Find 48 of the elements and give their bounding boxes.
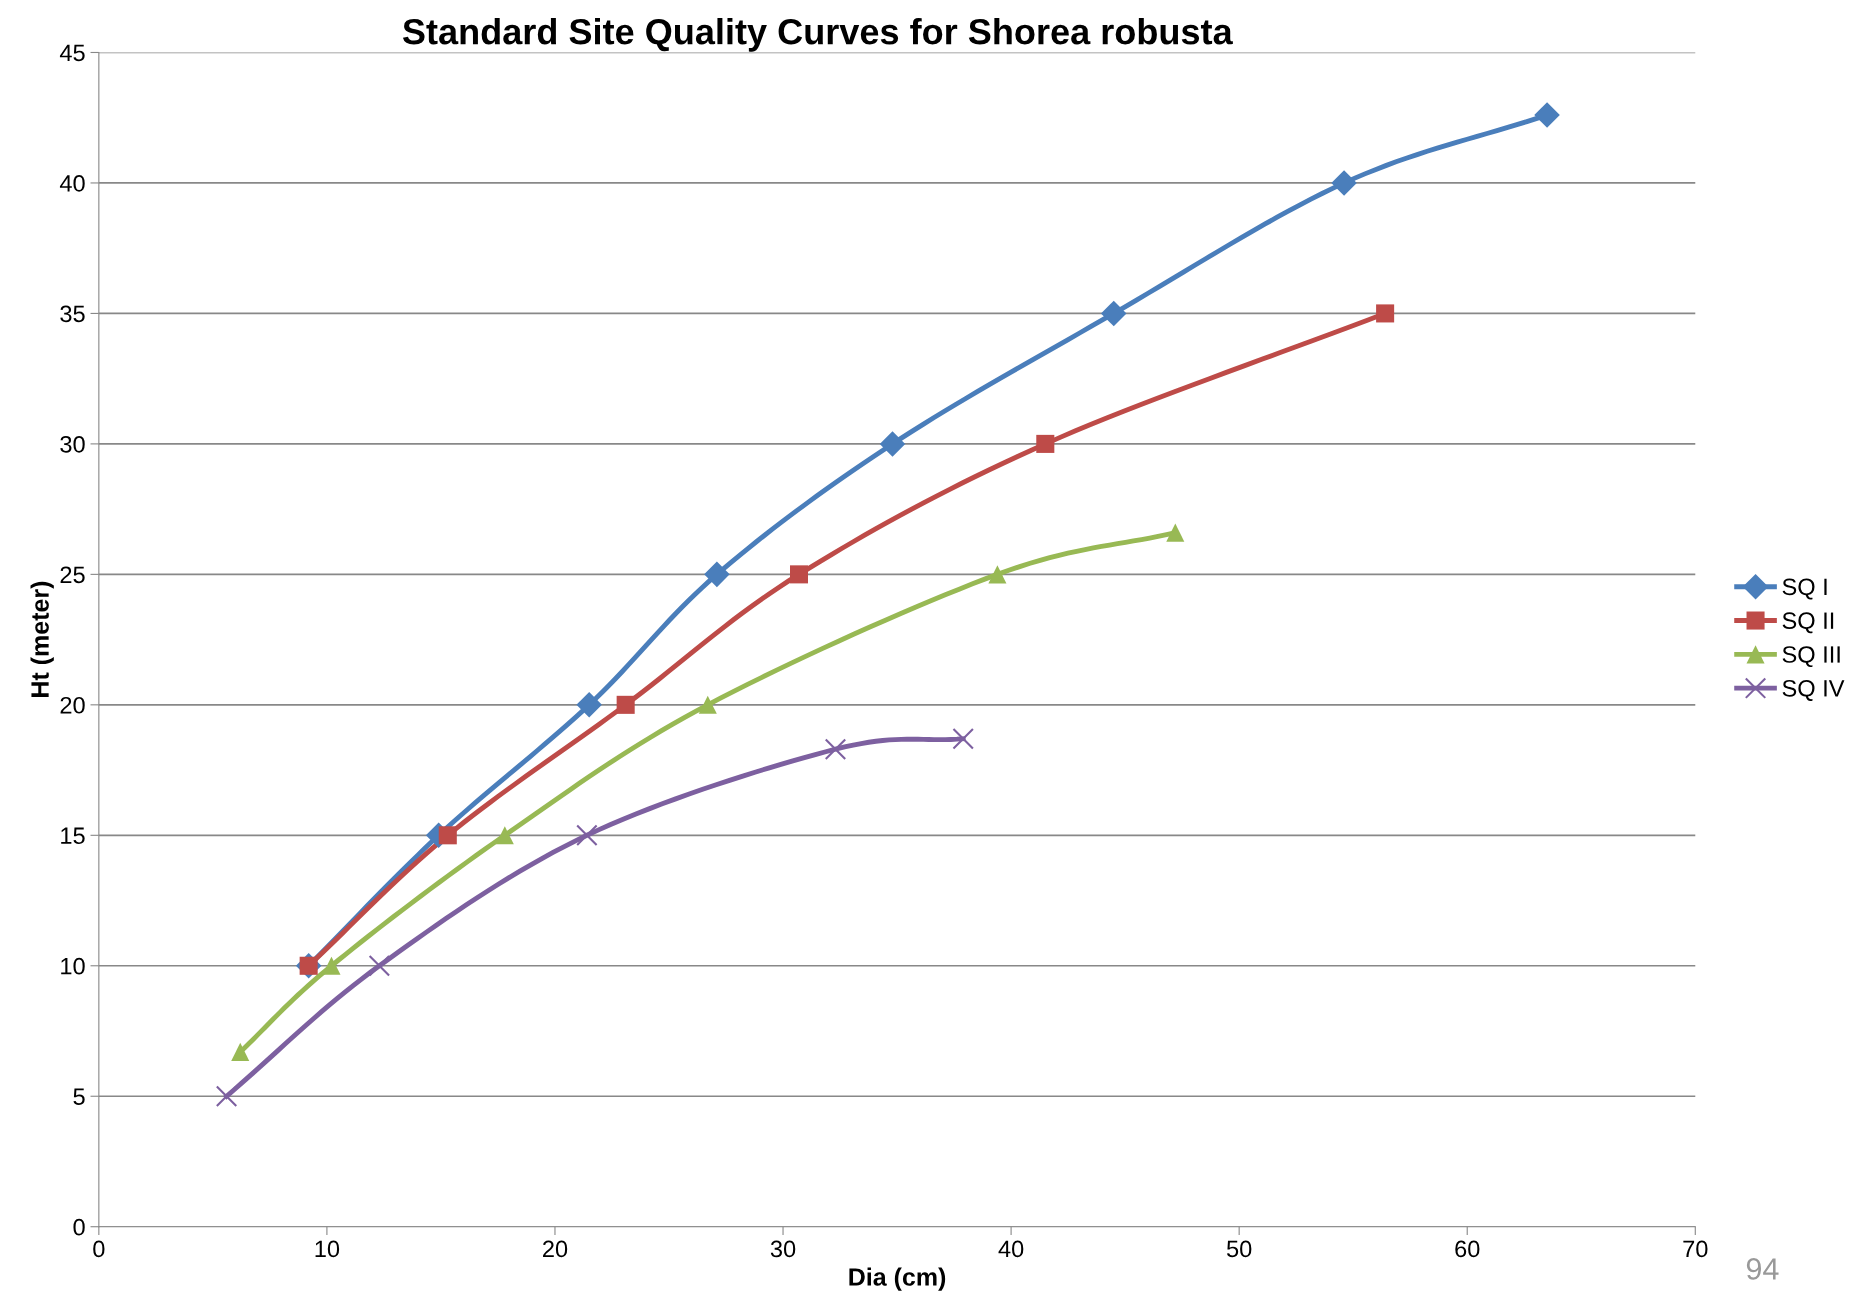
x-axis-title: Dia (cm) [849, 1267, 946, 1291]
y-tick-label: 25 [60, 566, 85, 584]
point [704, 561, 730, 588]
legend-label: SQ I [1782, 578, 1827, 600]
x-tick-label: 30 [770, 1240, 796, 1258]
y-axis-title: Ht (meter) [30, 581, 54, 697]
text: 94 [1746, 1258, 1779, 1280]
point [231, 1042, 250, 1061]
x-tick-label: 70 [1683, 1240, 1708, 1258]
point [698, 695, 717, 714]
y-tick-label: 10 [61, 957, 85, 975]
point [616, 695, 635, 714]
x-tick-label: 50 [1226, 1240, 1252, 1258]
point [789, 565, 809, 584]
point [438, 826, 457, 845]
x-tick-label: 10 [315, 1240, 340, 1258]
x-tick-label: 0 [93, 1240, 105, 1258]
y-tick-label: 30 [60, 435, 85, 453]
point [1376, 304, 1395, 323]
x-tick-label: 20 [543, 1240, 568, 1258]
point [879, 431, 906, 457]
point [322, 956, 341, 975]
y-tick-label: 0 [73, 1218, 85, 1236]
point [1100, 300, 1127, 327]
y-tick-label: 35 [60, 305, 85, 323]
point [824, 738, 847, 760]
point [1331, 170, 1357, 196]
legend-label: SQ IV [1782, 679, 1845, 701]
x-tick-label: 40 [998, 1240, 1024, 1258]
legend-label: SQ II [1782, 612, 1834, 634]
y-tick-label: 45 [59, 44, 85, 62]
point [1166, 523, 1185, 542]
point [368, 955, 391, 977]
y-tick-label: 15 [61, 827, 85, 845]
y-tick-label: 5 [73, 1088, 85, 1106]
point [576, 824, 598, 847]
point [1036, 434, 1055, 453]
point [1534, 102, 1560, 128]
y-tick-label: 20 [60, 696, 85, 714]
point [952, 728, 974, 750]
chart-title: Standard Site Quality Curves for Shorea robusta [402, 17, 1233, 52]
point [576, 692, 602, 718]
y-tick-label: 40 [59, 175, 85, 192]
point [988, 565, 1007, 584]
x-tick-label: 60 [1455, 1240, 1480, 1258]
point [495, 826, 514, 845]
legend-label: SQ III [1782, 646, 1840, 668]
point [215, 1085, 238, 1108]
